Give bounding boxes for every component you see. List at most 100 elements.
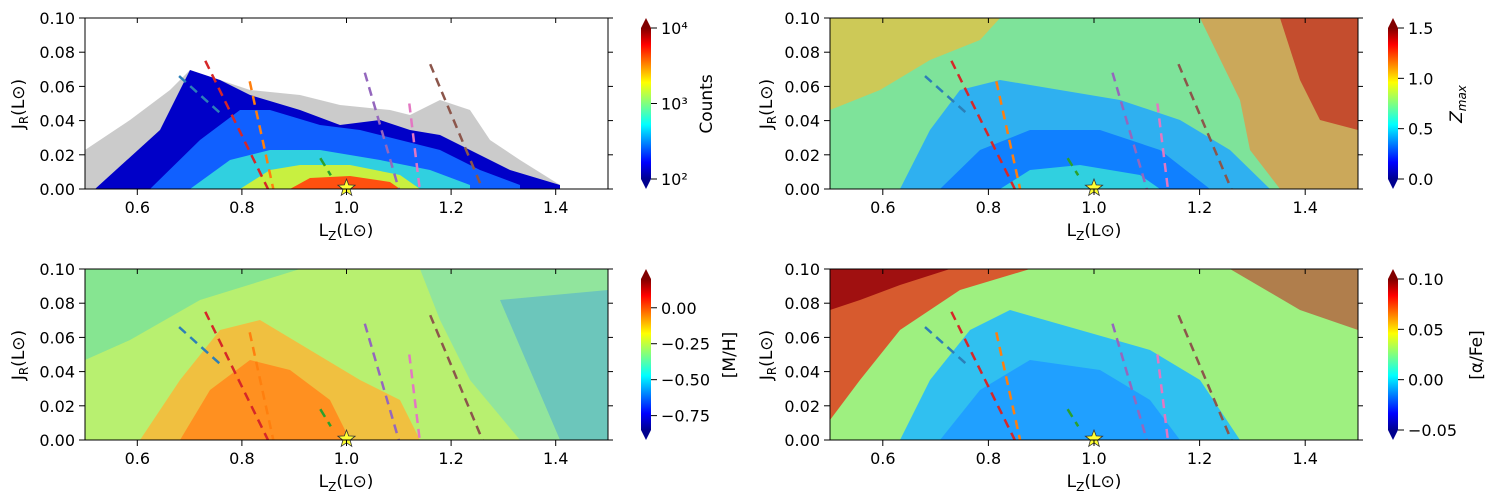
colorbar-tick-label: 0.05 <box>1408 320 1444 339</box>
y-tick-label: 0.08 <box>39 43 75 62</box>
ridge-line <box>1177 314 1233 440</box>
y-ticks: 0.00 0.02 0.04 0.06 0.08 0.10 <box>39 9 613 199</box>
colorbar-tick-label: 0.5 <box>1408 120 1433 139</box>
x-tick-label: 0.8 <box>229 198 254 217</box>
y-axis-label: JR(L⊙) <box>9 330 31 381</box>
ridge-line <box>1111 323 1148 440</box>
y-tick-label: 0.04 <box>39 363 75 382</box>
ridge-line <box>950 60 1016 189</box>
x-tick-label: 0.8 <box>976 449 1001 468</box>
ridge-line <box>1177 63 1233 189</box>
heatmap-layer <box>85 70 560 189</box>
y-tick-label: 0.02 <box>39 146 75 165</box>
y-tick-label: 0.06 <box>39 328 75 347</box>
y-tick-label: 0.02 <box>39 397 75 416</box>
colorbar: −0.05 0.00 0.05 0.10 [α/Fe] <box>1388 269 1487 440</box>
colorbar-tick-label: −0.75 <box>661 407 710 426</box>
y-tick-label: 0.00 <box>784 431 820 450</box>
colorbar: 0.0 0.5 1.0 1.5 Zmax <box>1388 18 1469 189</box>
y-tick-label: 0.10 <box>784 260 820 279</box>
y-tick-label: 0.04 <box>39 112 75 131</box>
ridge-line <box>363 323 400 440</box>
colorbar-ticks: −0.05 0.00 0.05 0.10 <box>1398 270 1457 440</box>
x-tick-label: 0.6 <box>125 198 150 217</box>
x-tick-label: 0.6 <box>870 198 895 217</box>
panel-metallicity: 0.6 0.8 1.0 1.2 1.4 0.00 0.02 0.04 0.06 0.08 0.10… <box>9 260 740 494</box>
ridge-lines <box>924 311 1233 440</box>
ridge-line <box>924 75 969 115</box>
x-tick-label: 0.6 <box>870 449 895 468</box>
y-tick-label: 0.04 <box>784 363 820 382</box>
x-tick-label: 0.8 <box>976 198 1001 217</box>
colorbar-tick-label: 0.00 <box>661 299 697 318</box>
y-tick-label: 0.10 <box>784 9 820 28</box>
x-tick-label: 1.4 <box>543 449 568 468</box>
colorbar-tick-label: 10³ <box>661 95 688 114</box>
y-ticks: 0.00 0.02 0.04 0.06 0.08 0.10 <box>784 9 1363 199</box>
ridge-line <box>204 60 270 189</box>
y-axis-label: JR(L⊙) <box>757 330 779 381</box>
y-tick-label: 0.06 <box>784 77 820 96</box>
ridge-line <box>178 326 222 366</box>
ridge-line <box>319 157 332 176</box>
colorbar: −0.75 −0.50 −0.25 0.00 [M/H] <box>641 269 740 440</box>
y-tick-label: 0.10 <box>39 260 75 279</box>
y-tick-label: 0.08 <box>784 294 820 313</box>
ridge-line <box>204 311 270 440</box>
x-ticks: 0.6 0.8 1.0 1.2 1.4 <box>870 269 1318 468</box>
colorbar-tick-label: 0.10 <box>1408 270 1444 289</box>
x-tick-label: 1.4 <box>1292 449 1317 468</box>
colorbar: 10² 10³ 10⁴ Counts <box>641 18 717 189</box>
x-axis-label: LZ(L⊙) <box>319 472 374 494</box>
ridge-line <box>248 81 275 189</box>
colorbar-tick-label: −0.05 <box>1408 421 1457 440</box>
x-tick-label: 1.4 <box>543 198 568 217</box>
y-axis-label: JR(L⊙) <box>9 79 31 130</box>
colorbar-tick-label: 0.0 <box>1408 170 1433 189</box>
colorbar-label: Counts <box>697 74 717 133</box>
y-tick-label: 0.00 <box>784 180 820 199</box>
ridge-lines <box>924 60 1233 189</box>
x-tick-label: 0.8 <box>229 449 254 468</box>
heatmap-layer <box>85 269 608 440</box>
y-tick-label: 0.02 <box>784 397 820 416</box>
panel-zmax: 0.6 0.8 1.0 1.2 1.4 0.00 0.02 0.04 0.06 0.08 0.10… <box>757 9 1469 243</box>
x-tick-label: 1.2 <box>438 449 463 468</box>
colorbar-label: [α/Fe] <box>1467 330 1487 380</box>
colorbar-tick-label: −0.25 <box>661 335 710 354</box>
ridge-line <box>995 332 1022 440</box>
y-tick-label: 0.10 <box>39 9 75 28</box>
y-tick-label: 0.04 <box>784 112 820 131</box>
x-tick-label: 1.0 <box>1081 449 1106 468</box>
y-axis-label: JR(L⊙) <box>757 79 779 130</box>
y-tick-label: 0.00 <box>39 431 75 450</box>
x-tick-label: 1.2 <box>1187 449 1212 468</box>
x-ticks: 0.6 0.8 1.0 1.2 1.4 <box>870 18 1318 217</box>
colorbar-ticks: 0.0 0.5 1.0 1.5 <box>1398 19 1433 189</box>
ridge-line <box>248 332 275 440</box>
x-axis-label: LZ(L⊙) <box>1067 472 1122 494</box>
colorbar-tick-label: −0.50 <box>661 371 710 390</box>
colorbar-label: [M/H] <box>720 332 740 378</box>
panel-counts: 0.6 0.8 1.0 1.2 1.4 0.00 0.02 0.04 0.06 0.08 0.10… <box>9 9 717 243</box>
ridge-line <box>429 63 484 189</box>
ridge-line <box>1066 408 1080 427</box>
x-tick-label: 1.0 <box>334 198 359 217</box>
y-tick-label: 0.08 <box>39 294 75 313</box>
x-tick-label: 1.2 <box>1187 198 1212 217</box>
ridge-line <box>1111 72 1148 189</box>
colorbar-tick-label: 10² <box>661 170 688 189</box>
x-tick-label: 1.0 <box>1081 198 1106 217</box>
y-ticks: 0.00 0.02 0.04 0.06 0.08 0.10 <box>39 260 613 450</box>
y-tick-label: 0.02 <box>784 146 820 165</box>
x-tick-label: 1.2 <box>438 198 463 217</box>
ridge-line <box>924 326 969 366</box>
y-tick-label: 0.08 <box>784 43 820 62</box>
heatmap-layer <box>830 18 1358 189</box>
y-tick-label: 0.06 <box>784 328 820 347</box>
y-tick-label: 0.06 <box>39 77 75 96</box>
x-ticks: 0.6 0.8 1.0 1.2 1.4 <box>125 18 568 217</box>
colorbar-tick-label: 1.5 <box>1408 19 1433 38</box>
x-axis-label: LZ(L⊙) <box>1067 221 1122 243</box>
